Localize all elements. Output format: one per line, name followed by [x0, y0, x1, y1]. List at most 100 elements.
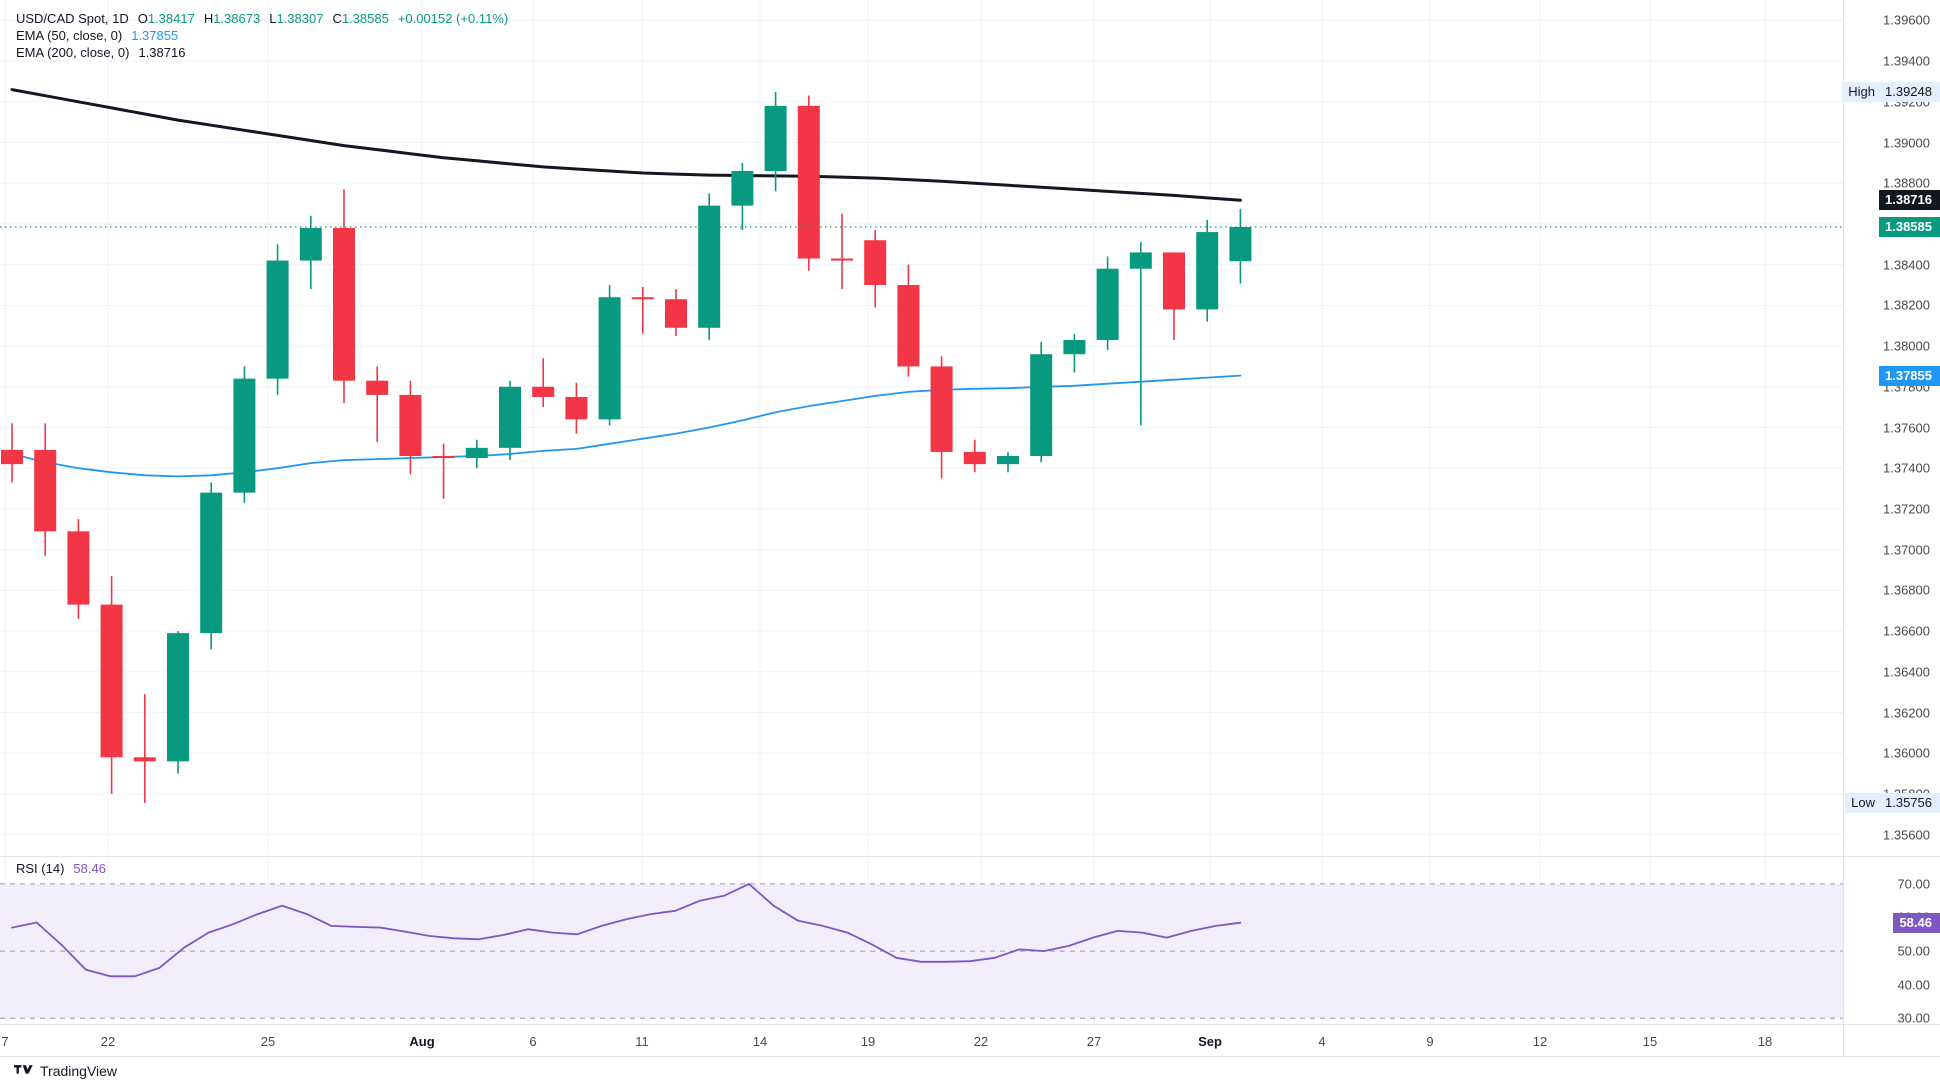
- candle-body: [598, 297, 621, 420]
- candle-body: [167, 633, 189, 762]
- candle-body: [731, 171, 754, 206]
- candle-body: [897, 285, 920, 367]
- time-axis-label: 12: [1532, 1034, 1548, 1049]
- candle-body: [831, 258, 853, 261]
- time-axis-label: 4: [1318, 1034, 1326, 1049]
- time-axis-corner[interactable]: [1843, 1024, 1940, 1056]
- candle-body: [764, 105, 787, 171]
- time-axis[interactable]: 7 22 25 Aug 6 11 14 19 22 27 Sep 4 9 12 15 18: [0, 1024, 1843, 1056]
- candle-body: [631, 297, 654, 300]
- legend-ema50-name: EMA (50, close, 0): [16, 28, 123, 43]
- price-axis-tick: 1.36600: [1883, 623, 1930, 639]
- legend-row-ema50[interactable]: EMA (50, close, 0) 1.37855: [16, 27, 508, 44]
- price-axis[interactable]: 1.396001.394001.392001.390001.388001.386…: [1842, 0, 1940, 855]
- legend-ema200-name: EMA (200, close, 0): [16, 45, 130, 60]
- price-pane[interactable]: [0, 0, 1843, 855]
- candle-body: [1063, 339, 1086, 355]
- candle-body: [299, 228, 322, 261]
- time-axis-label: 19: [860, 1034, 876, 1049]
- candle-body: [797, 105, 820, 259]
- legend-open-label: O: [137, 11, 148, 26]
- price-axis-tick: 1.38800: [1883, 175, 1930, 191]
- bottom-bar: TradingView: [0, 1056, 1940, 1086]
- candle-body: [399, 394, 422, 456]
- time-axis-label: 18: [1757, 1034, 1773, 1049]
- candle-body: [100, 604, 123, 758]
- price-axis-tick: 1.38400: [1883, 257, 1930, 273]
- price-axis-tick: 1.39000: [1883, 135, 1930, 150]
- candle-body: [266, 260, 289, 379]
- candle-body: [864, 240, 887, 285]
- candle-body: [233, 378, 256, 493]
- time-axis-label: 14: [752, 1034, 768, 1049]
- rsi-axis-tick: 40.00: [1897, 977, 1930, 993]
- candle-body: [963, 451, 986, 465]
- legend-high-label: H: [203, 11, 214, 26]
- time-axis-label: Sep: [1198, 1034, 1222, 1049]
- time-axis-label: 9: [1426, 1034, 1434, 1049]
- candle-body: [930, 366, 953, 452]
- candlestick-series: [1, 92, 1252, 803]
- price-axis-tick: 1.39400: [1883, 53, 1930, 69]
- candle-body: [1030, 354, 1053, 456]
- candle-body: [1129, 252, 1152, 269]
- price-axis-tick: 1.37400: [1883, 460, 1930, 476]
- candle-body: [1, 449, 23, 465]
- rsi-pane[interactable]: [0, 856, 1843, 1024]
- legend-low-value: 1.38307: [276, 11, 324, 26]
- rsi-axis-tick: 50.00: [1897, 943, 1930, 959]
- candle-body: [665, 299, 687, 328]
- candle-body: [133, 757, 156, 762]
- candle-body: [1163, 252, 1185, 310]
- price-axis-tick: 1.36000: [1883, 745, 1930, 761]
- rsi-badge-value[interactable]: 58.46: [1893, 912, 1940, 933]
- rsi-legend[interactable]: RSI (14) 58.46: [16, 861, 106, 876]
- price-axis-tick: 1.36200: [1883, 705, 1930, 720]
- price-badge-low-value: 1.35756: [1885, 794, 1932, 810]
- candle-body: [200, 492, 223, 634]
- price-badge-high: High 1.39248: [1842, 82, 1940, 102]
- candle-body: [1096, 268, 1119, 340]
- legend-ema50-value: 1.37855: [131, 28, 179, 43]
- price-axis-tick: 1.36800: [1883, 582, 1930, 598]
- time-axis-label: 15: [1642, 1034, 1658, 1049]
- rsi-legend-value: 58.46: [73, 861, 106, 876]
- legend-row-symbol[interactable]: USD/CAD Spot, 1D O1.38417 H1.38673 L1.38307…: [16, 10, 508, 27]
- legend-close-label: C: [332, 11, 342, 26]
- time-axis-label: 11: [635, 1034, 649, 1049]
- legend-open-value: 1.38417: [147, 11, 195, 26]
- candle-body: [1196, 232, 1219, 310]
- candle-body: [34, 449, 57, 532]
- rsi-line: [11, 883, 1242, 978]
- price-badge-low-tag: Low: [1851, 794, 1875, 810]
- price-axis-tick: 1.39600: [1883, 12, 1930, 28]
- candle-body: [997, 456, 1019, 465]
- price-badge-ema50[interactable]: 1.37855: [1879, 365, 1940, 386]
- legend-row-ema200[interactable]: EMA (200, close, 0) 1.38716: [16, 44, 508, 61]
- price-badge-ema200[interactable]: 1.38716: [1879, 190, 1940, 211]
- price-axis-tick: 1.35600: [1883, 827, 1930, 843]
- candle-body: [67, 531, 90, 605]
- candle-body: [432, 456, 455, 459]
- time-axis-label: 25: [260, 1034, 276, 1049]
- price-badge-high-tag: High: [1848, 84, 1875, 99]
- rsi-chart-canvas: [0, 857, 1843, 1024]
- candle-body: [366, 380, 389, 395]
- price-axis-tick: 1.37600: [1883, 420, 1930, 435]
- chart-legend[interactable]: USD/CAD Spot, 1D O1.38417 H1.38673 L1.38307…: [16, 10, 508, 61]
- price-badge-low: Low 1.35756: [1845, 792, 1940, 813]
- time-axis-label: 22: [973, 1034, 989, 1049]
- tradingview-mark-icon: [14, 1064, 33, 1074]
- price-badge-last[interactable]: 1.38585: [1879, 216, 1940, 237]
- candle-body: [532, 386, 555, 397]
- price-axis-tick: 1.38000: [1883, 338, 1930, 354]
- candle-body: [565, 396, 588, 420]
- time-axis-label: Aug: [409, 1034, 435, 1049]
- legend-high-value: 1.38673: [213, 11, 261, 26]
- legend-close-value: 1.38585: [341, 11, 389, 26]
- price-chart-canvas: [0, 0, 1843, 855]
- legend-low-label: L: [269, 11, 277, 26]
- tradingview-logo[interactable]: TradingView: [14, 1063, 117, 1079]
